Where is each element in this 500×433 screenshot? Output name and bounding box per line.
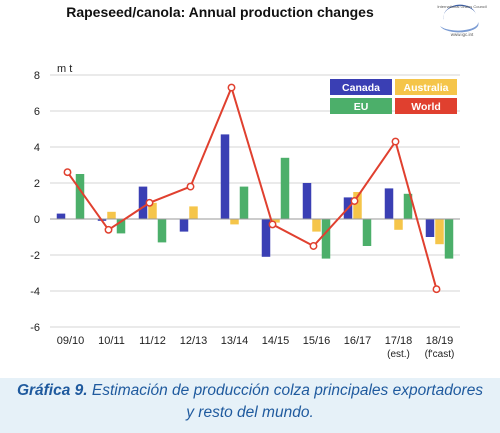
legend-swatch-world: [395, 98, 457, 114]
caption-label: Gráfica 9.: [16, 382, 88, 399]
y-tick-label: 6: [34, 106, 40, 118]
legend-swatch-eu: [330, 98, 392, 114]
x-tick-label: 18/19: [426, 335, 454, 347]
world-line: [63, 83, 441, 294]
bar-australia-13-14: [230, 219, 239, 225]
bar-canada-09-10: [56, 213, 66, 219]
bar-australia-17-18: [394, 219, 403, 230]
bar-australia-12-13: [189, 206, 198, 219]
bar-australia-14-15: [271, 219, 280, 223]
bar-eu-13-14: [239, 186, 249, 219]
logo-name: International Grains Council: [437, 4, 486, 9]
bars: [56, 134, 454, 259]
bar-eu-11-12: [157, 219, 167, 243]
caption-text-1: Estimación de producción colza principal…: [91, 382, 484, 399]
y-tick-label: -6: [30, 322, 40, 334]
legend-swatch-canada: [330, 79, 392, 95]
point-world-12-13: [186, 182, 195, 191]
bar-canada-14-15: [261, 219, 271, 257]
bar-eu-18-19: [444, 219, 454, 259]
y-tick-label: 4: [34, 142, 40, 154]
point-world-15-16: [309, 242, 318, 250]
bar-eu-09-10: [75, 174, 85, 219]
x-tick-label: 11/12: [139, 335, 166, 347]
bar-australia-18-19: [435, 219, 444, 245]
point-world-16-17: [350, 197, 359, 205]
bar-eu-15-16: [321, 219, 331, 259]
caption-line-1: Gráfica 9. Estimación de producción colz…: [0, 380, 500, 402]
x-tick-label: 09/10: [57, 335, 85, 347]
x-tick-label: 10/11: [98, 335, 125, 347]
chart: Rapeseed/canola: Annual production chang…: [30, 4, 487, 360]
point-world-10-11: [104, 225, 113, 234]
bar-eu-17-18: [403, 193, 413, 219]
point-world-11-12: [145, 198, 154, 207]
x-tick-label: 17/18: [385, 335, 413, 347]
legend-label-canada: Canada: [342, 82, 380, 94]
bar-australia-10-11: [107, 211, 116, 219]
globe-swoosh-icon: [440, 22, 479, 33]
legend-label-world: World: [411, 101, 441, 113]
x-tick-sublabel: (f'cast): [425, 349, 455, 360]
point-world-09-10: [63, 168, 72, 177]
legend: Canada Australia EU World: [330, 79, 457, 114]
point-world-18-19: [432, 285, 441, 294]
chart-title: Rapeseed/canola: Annual production chang…: [66, 4, 374, 20]
x-tick-sublabel: (est.): [387, 349, 410, 360]
x-tick-label: 12/13: [180, 335, 208, 347]
x-tick-label: 15/16: [303, 335, 331, 347]
y-tick-label: -2: [30, 250, 40, 262]
logo-url: www.igc.int: [451, 32, 474, 37]
bar-australia-11-12: [148, 202, 157, 219]
point-world-14-15: [268, 220, 277, 229]
bar-canada-18-19: [425, 219, 435, 237]
bar-canada-15-16: [302, 183, 312, 219]
caption-line-2: y resto del mundo.: [186, 404, 314, 421]
bar-canada-13-14: [220, 134, 230, 219]
point-world-13-14: [227, 83, 236, 92]
x-tick-label: 13/14: [221, 335, 249, 347]
y-tick-label: -4: [30, 286, 40, 298]
bar-eu-10-11: [116, 219, 126, 234]
bar-canada-11-12: [138, 186, 148, 219]
igc-logo: International Grains Council www.igc.int: [437, 4, 486, 37]
bar-canada-12-13: [179, 219, 189, 232]
x-tick-label: 16/17: [344, 335, 372, 347]
legend-label-eu: EU: [354, 101, 369, 113]
figure-caption: Gráfica 9. Estimación de producción colz…: [0, 380, 500, 424]
series-line-world: [66, 84, 438, 290]
bar-eu-16-17: [362, 219, 372, 246]
bar-australia-16-17: [353, 192, 362, 219]
y-tick-label: 2: [34, 178, 40, 190]
bar-eu-14-15: [280, 157, 290, 219]
bar-australia-15-16: [312, 219, 321, 232]
plot-card: Rapeseed/canola: Annual production chang…: [0, 0, 500, 378]
y-tick-label: 8: [34, 70, 40, 82]
x-tick-label: 14/15: [262, 335, 290, 347]
y-tick-label: 0: [34, 214, 40, 226]
y-axis-label: m t: [57, 63, 72, 75]
x-tick-labels: 09/10 10/11 11/12 12/13 13/14 14/15 15/16 16/17…: [57, 335, 455, 360]
legend-swatch-australia: [395, 79, 457, 95]
y-tick-labels: -6 -4 -2 0 2 4 6 8: [30, 70, 40, 334]
point-world-17-18: [391, 137, 400, 146]
bar-canada-17-18: [384, 188, 394, 219]
legend-label-australia: Australia: [404, 82, 449, 94]
